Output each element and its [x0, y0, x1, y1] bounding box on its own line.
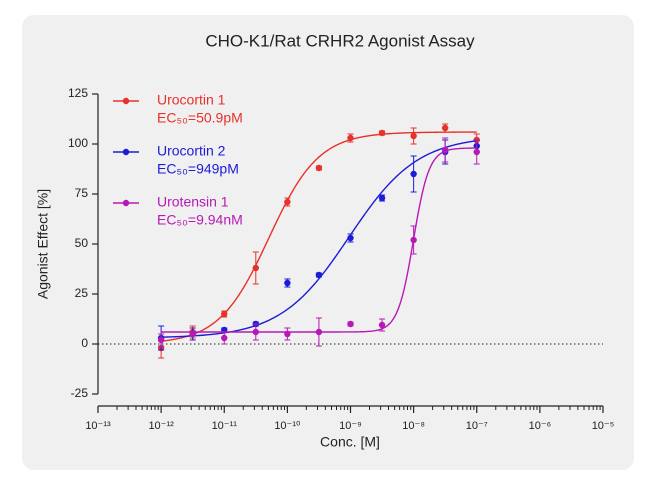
y-axis-label: Agonist Effect [%]: [35, 189, 51, 299]
x-tick-label: 10⁻⁵: [592, 420, 615, 432]
x-tick-label: 10⁻⁹: [339, 420, 362, 432]
data-point: [157, 336, 165, 344]
legend-marker: [122, 148, 130, 156]
data-point: [378, 129, 386, 137]
y-tick-label: 125: [68, 86, 88, 100]
y-tick-label: -25: [71, 386, 89, 400]
data-point: [189, 330, 196, 338]
data-point: [473, 148, 480, 156]
data-point: [410, 170, 417, 178]
legend-ec50: EC₅₀=9.94nM: [157, 212, 243, 228]
data-point: [284, 279, 291, 287]
x-tick-label: 10⁻¹⁰: [274, 420, 301, 432]
y-tick-label: 0: [81, 336, 88, 350]
y-tick-label: 50: [75, 236, 89, 250]
legend-label: Urotensin 1: [157, 194, 229, 210]
y-tick-label: 25: [75, 286, 89, 300]
card: [22, 15, 634, 470]
data-point: [315, 271, 323, 279]
series: [157, 137, 480, 347]
y-tick-label: 100: [68, 136, 88, 150]
data-point: [252, 328, 259, 336]
data-point: [347, 234, 354, 242]
data-point: [347, 134, 354, 142]
fit-curve: [161, 140, 477, 338]
data-point: [315, 328, 323, 336]
data-point: [284, 198, 291, 206]
legend-marker: [122, 199, 130, 207]
data-point: [221, 334, 228, 342]
legend-label: Urocortin 1: [157, 92, 226, 108]
chart-title: CHO-K1/Rat CRHR2 Agonist Assay: [205, 31, 475, 50]
x-tick-label: 10⁻⁶: [529, 420, 552, 432]
data-point: [347, 320, 354, 328]
data-point: [221, 310, 228, 318]
legend-marker: [122, 97, 130, 105]
x-tick-label: 10⁻⁸: [402, 420, 425, 432]
data-point: [441, 146, 449, 154]
data-point: [284, 330, 291, 338]
x-tick-label: 10⁻¹²: [148, 420, 174, 432]
x-tick-label: 10⁻¹³: [85, 420, 111, 432]
legend-ec50: EC₅₀=50.9pM: [157, 110, 243, 126]
data-point: [252, 264, 259, 272]
data-point: [410, 236, 417, 244]
data-point: [378, 321, 386, 329]
data-point: [441, 124, 449, 132]
y-tick-label: 75: [75, 186, 89, 200]
data-point: [378, 194, 386, 202]
legend-ec50: EC₅₀=949pM: [157, 161, 239, 177]
fit-curve: [161, 131, 477, 342]
data-point: [315, 164, 323, 172]
legend-label: Urocortin 2: [157, 143, 226, 159]
x-tick-label: 10⁻¹¹: [212, 420, 238, 432]
x-axis-label: Conc. [M]: [320, 434, 380, 450]
x-tick-label: 10⁻⁷: [466, 420, 488, 432]
data-point: [410, 132, 417, 140]
